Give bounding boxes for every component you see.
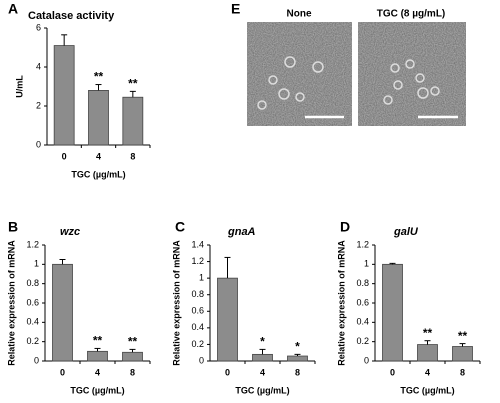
chart-title: galU xyxy=(393,226,419,238)
y-tick-label: 0.8 xyxy=(26,278,39,288)
significance: ** xyxy=(93,334,103,348)
significance: * xyxy=(295,340,300,354)
y-tick-label: 1.4 xyxy=(191,239,204,249)
panel-letter: A xyxy=(8,1,18,17)
x-tick-label: 8 xyxy=(295,367,300,377)
y-tick-label: 4 xyxy=(36,61,41,71)
y-tick-label: 0.6 xyxy=(191,306,204,316)
y-tick-label: 1 xyxy=(199,273,204,283)
y-tick-label: 0.6 xyxy=(26,297,39,307)
significance: * xyxy=(260,335,265,349)
x-axis-label: TGC (µg/mL) xyxy=(235,385,289,395)
y-tick-label: 0.4 xyxy=(191,322,204,332)
y-tick-label: 1 xyxy=(34,259,39,269)
x-tick-label: 0 xyxy=(390,367,395,377)
bar xyxy=(287,355,308,362)
x-tick-label: 8 xyxy=(460,367,465,377)
micrographs: E None TGC (8 µg/mL) xyxy=(231,1,466,126)
significance: ** xyxy=(128,77,138,91)
bar xyxy=(382,263,403,362)
y-tick-label: 0.2 xyxy=(26,336,39,346)
chart-title: wzc xyxy=(60,226,80,238)
bar xyxy=(88,90,109,146)
y-tick-label: 0.2 xyxy=(356,336,369,346)
cells xyxy=(257,56,440,110)
chart-title: gnaA xyxy=(227,226,256,238)
bar xyxy=(417,344,438,362)
x-tick-label: 4 xyxy=(95,367,100,377)
panel-letter: C xyxy=(175,219,185,235)
y-tick-label: 1.2 xyxy=(191,256,204,266)
y-tick-label: 0 xyxy=(34,355,39,365)
bar xyxy=(217,277,238,362)
bar xyxy=(122,351,143,362)
y-tick-label: 1 xyxy=(364,259,369,269)
x-tick-label: 8 xyxy=(130,367,135,377)
significance: ** xyxy=(423,326,433,340)
y-axis-label: Relative expression of mRNA xyxy=(171,240,181,366)
panel-letter: E xyxy=(231,1,240,17)
y-tick-label: 1.2 xyxy=(26,239,39,249)
chart-title: Catalase activity xyxy=(28,10,115,22)
x-tick-label: 4 xyxy=(260,367,265,377)
micrograph-texture xyxy=(358,22,466,126)
bar xyxy=(52,263,73,362)
significance: ** xyxy=(128,335,138,349)
image-label: TGC (8 µg/mL) xyxy=(377,9,446,20)
y-tick-label: 2 xyxy=(36,100,41,110)
y-axis-label: Relative expression of mRNA xyxy=(336,240,346,366)
y-tick-label: 0 xyxy=(199,355,204,365)
x-tick-label: 0 xyxy=(62,151,67,161)
y-tick-label: 0.6 xyxy=(356,297,369,307)
y-tick-label: 1.2 xyxy=(356,239,369,249)
significance: ** xyxy=(458,329,468,343)
x-axis-label: TGC (µg/mL) xyxy=(71,169,125,179)
bar xyxy=(122,96,144,146)
panel-letter: B xyxy=(8,219,18,235)
bar xyxy=(252,353,273,362)
x-tick-label: 0 xyxy=(60,367,65,377)
y-tick-label: 0.8 xyxy=(191,289,204,299)
bar xyxy=(452,346,473,362)
y-tick-label: 0 xyxy=(36,139,41,149)
x-tick-label: 0 xyxy=(225,367,230,377)
bar xyxy=(53,45,75,146)
x-tick-label: 8 xyxy=(130,151,135,161)
y-tick-label: 0.4 xyxy=(356,317,369,327)
image-label: None xyxy=(287,9,312,20)
y-tick-label: 0.8 xyxy=(356,278,369,288)
y-tick-label: 0.4 xyxy=(26,317,39,327)
panel-letter: D xyxy=(340,219,350,235)
y-axis-label: Relative expression of mRNA xyxy=(6,240,16,366)
micrograph-texture xyxy=(247,22,352,126)
bar xyxy=(87,350,108,362)
y-tick-label: 0.2 xyxy=(191,339,204,349)
x-tick-label: 4 xyxy=(425,367,430,377)
y-tick-label: 0 xyxy=(364,355,369,365)
y-axis-label: U/mL xyxy=(14,75,24,98)
x-axis-label: TGC (µg/mL) xyxy=(70,385,124,395)
x-tick-label: 4 xyxy=(96,151,101,161)
x-axis-label: TGC (µg/mL) xyxy=(400,385,454,395)
y-tick-label: 6 xyxy=(36,22,41,32)
significance: ** xyxy=(94,70,104,84)
